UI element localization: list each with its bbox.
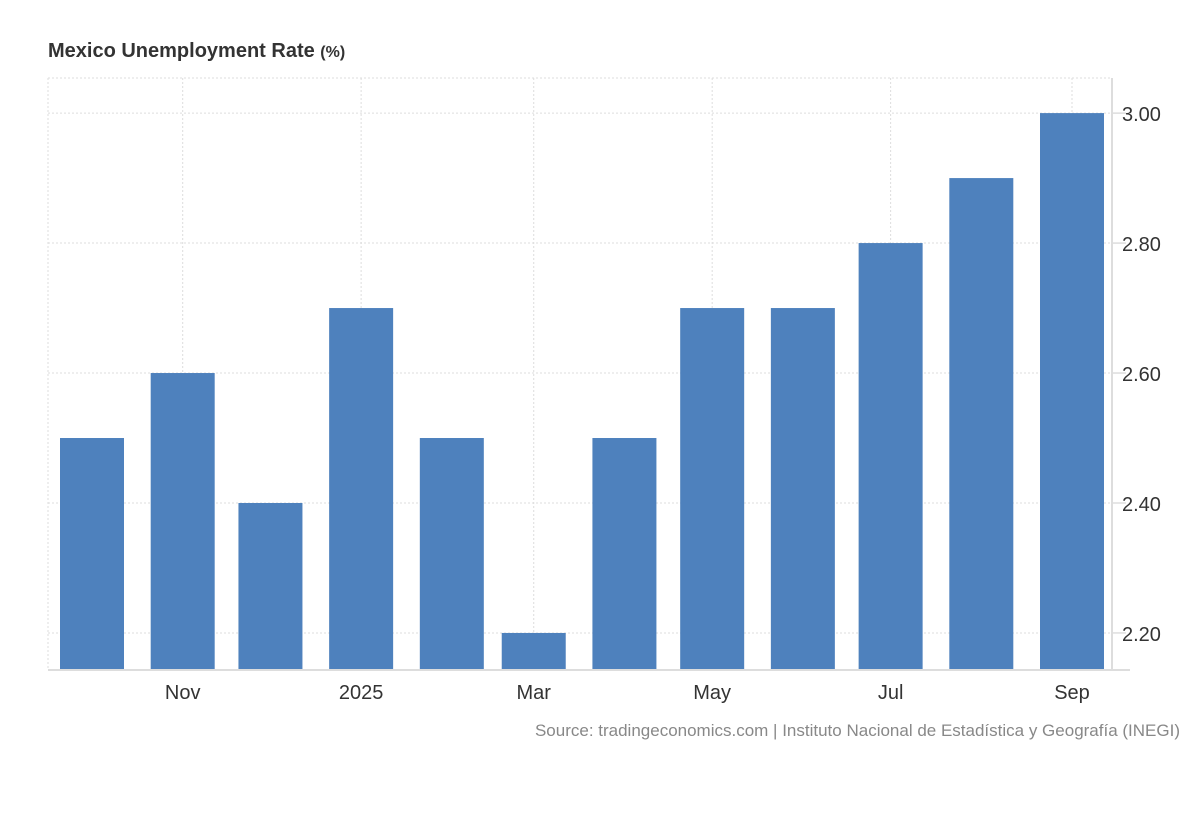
chart-title: Mexico Unemployment Rate (%) — [48, 40, 345, 63]
y-tick-label: 2.20 — [1122, 624, 1161, 646]
source-note: Source: tradingeconomics.com | Instituto… — [534, 721, 1180, 740]
x-tick-label: Sep — [1054, 682, 1090, 704]
title-text: Mexico Unemployment Rate — [48, 40, 315, 62]
x-tick-label: Mar — [517, 682, 552, 704]
bar-chart: 2.20 2.40 2.60 2.80 3.00 Nov 2025 Mar May Jul Sep — [47, 77, 1161, 704]
bar — [501, 632, 566, 670]
x-tick-label: Nov — [165, 682, 201, 704]
x-tick-label: May — [693, 682, 731, 704]
bar — [680, 308, 745, 670]
title-unit: (%) — [320, 44, 346, 61]
bar — [419, 438, 484, 670]
bar — [770, 308, 835, 670]
x-tick-label: 2025 — [339, 682, 384, 704]
bar — [329, 308, 394, 670]
bar — [858, 243, 923, 671]
bar — [150, 373, 215, 670]
y-tick-label: 2.60 — [1122, 364, 1161, 386]
x-tick-label: Jul — [878, 682, 904, 704]
bar — [238, 502, 303, 670]
bar — [949, 178, 1014, 670]
y-tick-label: 2.40 — [1122, 494, 1161, 516]
y-tick-label: 2.80 — [1122, 234, 1161, 256]
bar — [60, 438, 124, 670]
bar — [1040, 113, 1104, 670]
bar — [592, 438, 657, 670]
y-tick-label: 3.00 — [1122, 104, 1161, 126]
